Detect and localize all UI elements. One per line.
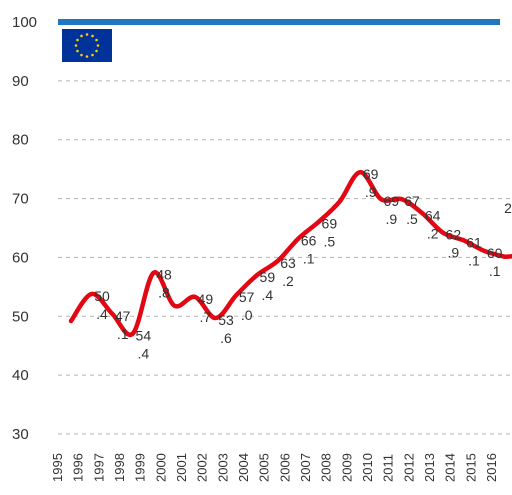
eu-flag-star <box>85 55 89 58</box>
y-tick-label: 40 <box>12 367 29 384</box>
data-label: 64 <box>425 207 441 223</box>
data-label: .1 <box>468 252 480 268</box>
data-label: 60 <box>487 245 503 261</box>
x-tick-label: 2010 <box>360 453 375 482</box>
data-label: 61 <box>466 234 482 250</box>
data-label: 66 <box>301 233 317 249</box>
data-label: 50 <box>94 288 110 304</box>
x-tick-label: 2007 <box>298 453 313 482</box>
x-tick-label: 1998 <box>112 453 127 482</box>
series <box>58 19 512 338</box>
eu-flag-star <box>80 53 83 57</box>
data-label: 69 <box>363 166 379 182</box>
data-label: .4 <box>261 287 273 303</box>
x-tick-label: 2006 <box>277 453 292 482</box>
data-label: 48 <box>156 267 172 283</box>
x-tick-label: 2000 <box>153 453 168 482</box>
x-tick-label: 1999 <box>133 453 148 482</box>
eu-flag-star <box>96 44 100 47</box>
x-tick-label: 2013 <box>422 453 437 482</box>
x-tick-label: 2014 <box>443 453 458 482</box>
x-tick-label: 2002 <box>195 453 210 482</box>
eu-flag-star <box>76 49 79 53</box>
x-tick-label: 2016 <box>484 453 499 482</box>
data-label: 2 <box>504 200 512 216</box>
gridlines <box>58 80 512 435</box>
x-tick-label: 2001 <box>174 453 189 482</box>
data-label: .1 <box>303 251 315 267</box>
data-label: .9 <box>447 245 459 261</box>
data-label: 54 <box>136 327 152 343</box>
x-tick-label: 2012 <box>401 453 416 482</box>
data-label: .4 <box>137 345 149 361</box>
x-tick-label: 2015 <box>463 453 478 482</box>
x-axis-ticks: 1995 1996 1997 1998 1999 2000 2001 2002 2003 2004… <box>50 453 499 482</box>
data-label: .0 <box>241 307 253 323</box>
data-label: 63 <box>280 255 296 271</box>
data-label: 47 <box>115 308 131 324</box>
x-tick-label: 2008 <box>319 453 334 482</box>
x-tick-label: 2005 <box>257 453 272 482</box>
data-label: .2 <box>427 225 439 241</box>
y-tick-label: 80 <box>12 132 29 149</box>
data-label: .4 <box>96 306 108 322</box>
data-label: 69 <box>384 193 400 209</box>
data-label: 59 <box>260 269 276 285</box>
data-label: .9 <box>385 211 397 227</box>
y-tick-label: 90 <box>12 73 29 90</box>
data-label: 49 <box>198 291 214 307</box>
data-label: 57 <box>239 289 255 305</box>
eu-flag-star <box>95 49 98 53</box>
x-tick-label: 1996 <box>71 453 86 482</box>
data-label: 67 <box>404 193 420 209</box>
data-label: .7 <box>199 309 211 325</box>
y-tick-label: 30 <box>12 426 29 443</box>
y-tick-label: 60 <box>12 249 29 266</box>
data-label: 62 <box>446 227 462 243</box>
y-tick-label: 100 <box>12 14 37 31</box>
y-tick-label: 70 <box>12 191 29 208</box>
eu-flag-star <box>74 44 78 47</box>
eu-flag-star <box>80 34 83 38</box>
x-tick-label: 2009 <box>339 453 354 482</box>
data-label: .5 <box>406 211 418 227</box>
data-label: .8 <box>158 285 170 301</box>
x-tick-label: 2003 <box>215 453 230 482</box>
data-label: .5 <box>323 234 335 250</box>
eu-flag-star <box>91 53 94 57</box>
eu-flag-star <box>95 38 98 42</box>
y-tick-label: 50 <box>12 308 29 325</box>
data-labels: 50 .4 47 .1 54 .4 48 .8 49 .7 53 .6 57 .0 59 .4 63 .2 66 .1… <box>94 166 512 361</box>
eu-flag-star <box>76 38 79 42</box>
data-label: .9 <box>365 184 377 200</box>
data-label: .1 <box>117 326 129 342</box>
eu-flag-star <box>91 34 94 38</box>
y-axis-ticks: 30 40 50 60 70 80 90 100 <box>12 14 37 443</box>
data-label: .1 <box>489 263 501 279</box>
x-tick-label: 1995 <box>50 453 65 482</box>
data-label: .6 <box>220 330 232 346</box>
series-line-country <box>68 169 512 338</box>
data-label: 53 <box>218 312 234 328</box>
x-tick-label: 1997 <box>91 453 106 482</box>
data-label: 69 <box>322 216 338 232</box>
x-tick-label: 2004 <box>236 453 251 482</box>
eu-flag-icon <box>62 29 112 62</box>
x-tick-label: 2011 <box>381 454 396 482</box>
eu-flag-star <box>85 33 89 36</box>
data-label: .2 <box>282 273 294 289</box>
